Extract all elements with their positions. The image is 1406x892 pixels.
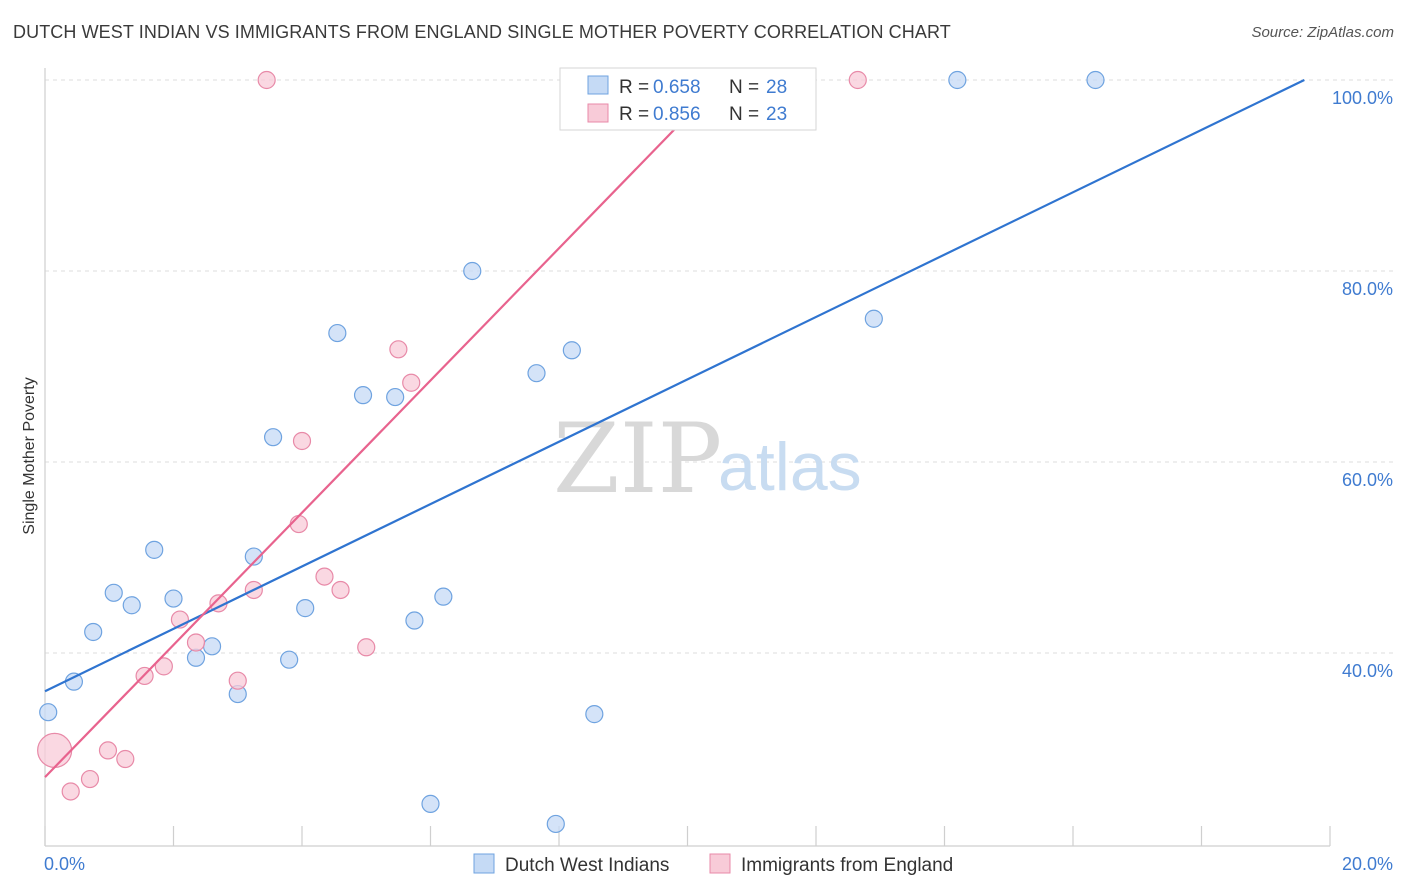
immigrants-england-point-17 (357, 638, 376, 657)
dutch-west-indians-points (39, 70, 1105, 834)
dutch-west-indians-point-1 (64, 672, 84, 691)
immigrants-england-point-13 (292, 431, 312, 451)
dutch-west-indians-point-17 (405, 611, 424, 630)
series-legend-label-1: Dutch West Indians (505, 855, 669, 876)
dutch-west-indians-point-25 (864, 309, 883, 328)
x-tick-label-max: 20.0% (1342, 854, 1393, 874)
immigrants-england-point-6 (154, 657, 173, 676)
legend-r-value-1: 0.658 (653, 77, 701, 98)
dutch-west-indians-point-7 (186, 648, 206, 667)
dutch-west-indians-point-3 (104, 583, 123, 602)
chart-title: DUTCH WEST INDIAN VS IMMIGRANTS FROM ENG… (13, 22, 951, 42)
y-tick-label-60: 60.0% (1342, 470, 1393, 490)
legend-swatch-blue (587, 75, 609, 95)
dutch-west-indians-point-15 (353, 386, 373, 405)
immigrants-england-point-14 (289, 514, 308, 534)
source-credit: Source: ZipAtlas.com (1251, 24, 1394, 41)
dutch-west-indians-point-16 (386, 387, 405, 407)
x-tick-label-min: 0.0% (44, 854, 85, 874)
dutch-west-indians-point-21 (527, 364, 546, 383)
y-tick-label-100: 100.0% (1332, 88, 1393, 108)
immigrants-england-point-3 (98, 741, 118, 760)
legend-n-label-2: N = (729, 104, 759, 125)
trend-lines (44, 79, 1305, 778)
series-legend: Dutch West Indians Immigrants from Engla… (473, 853, 953, 876)
stats-legend: R = 0.658 N = 28 R = 0.856 N = 23 (559, 67, 817, 131)
x-tick-marks (44, 826, 1331, 846)
dutch-west-indians-point-23 (562, 341, 581, 360)
immigrants-england-point-18 (389, 340, 408, 359)
immigrants-england-point-19 (402, 373, 421, 392)
immigrants-england-point-15 (315, 567, 334, 586)
dutch-west-indians-point-8 (202, 637, 222, 656)
dutch-west-indians-point-20 (463, 261, 482, 281)
y-tick-label-40: 40.0% (1342, 661, 1393, 681)
immigrants-england-point-10 (228, 671, 247, 690)
watermark-atlas: atlas (718, 429, 862, 505)
series-legend-label-2: Immigrants from England (741, 855, 953, 876)
legend-n-value-2: 23 (766, 104, 787, 125)
dutch-west-indians-point-4 (122, 596, 141, 615)
dutch-west-indians-point-5 (145, 540, 164, 559)
dutch-west-indians-point-26 (948, 70, 967, 90)
immigrants-england-point-8 (186, 633, 206, 652)
y-tick-labels: 40.0% 60.0% 80.0% 100.0% (1332, 88, 1393, 681)
legend-r-value-2: 0.856 (653, 104, 701, 125)
y-axis-label: Single Mother Poverty (21, 377, 38, 534)
immigrants-england-point-16 (331, 580, 350, 600)
dutch-west-indians-point-6 (164, 589, 183, 608)
trend-line-pink (44, 79, 724, 778)
dutch-west-indians-point-13 (296, 599, 315, 618)
immigrants-england-point-4 (116, 749, 135, 769)
legend-r-label-2: R = (619, 104, 649, 125)
dutch-west-indians-point-24 (585, 705, 604, 724)
dutch-west-indians-point-27 (1086, 70, 1105, 90)
dutch-west-indians-point-19 (434, 587, 453, 606)
dutch-west-indians-point-18 (421, 794, 440, 813)
immigrants-england-point-21 (848, 70, 867, 90)
immigrants-england-point-2 (80, 769, 100, 789)
legend-swatch-pink (587, 103, 609, 123)
immigrants-england-point-0 (37, 732, 73, 769)
legend-n-label-1: N = (729, 77, 759, 98)
immigrants-england-point-1 (61, 782, 80, 801)
legend-r-label-1: R = (619, 77, 649, 98)
series-legend-swatch-pink (709, 853, 731, 874)
dutch-west-indians-point-0 (39, 703, 58, 722)
dutch-west-indians-point-10 (244, 547, 263, 566)
grid-lines (45, 79, 1393, 654)
legend-n-value-1: 28 (766, 77, 787, 98)
immigrants-england-point-12 (257, 70, 276, 90)
dutch-west-indians-point-2 (84, 622, 103, 642)
dutch-west-indians-point-14 (328, 323, 347, 343)
watermark-zip: ZIP (553, 403, 722, 515)
y-tick-label-80: 80.0% (1342, 279, 1393, 299)
dutch-west-indians-point-11 (263, 428, 283, 447)
dutch-west-indians-point-22 (546, 814, 565, 834)
dutch-west-indians-point-12 (280, 650, 299, 669)
series-legend-swatch-blue (473, 853, 495, 874)
trend-line-blue (44, 79, 1305, 693)
